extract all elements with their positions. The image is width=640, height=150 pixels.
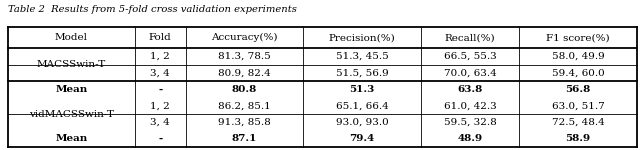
Text: 1, 2: 1, 2 [150,52,170,61]
Text: Mean: Mean [55,134,87,143]
Text: 72.5, 48.4: 72.5, 48.4 [552,118,604,127]
Text: 59.5, 32.8: 59.5, 32.8 [444,118,497,127]
Text: 48.9: 48.9 [458,134,483,143]
Text: Model: Model [55,33,88,42]
Text: 80.9, 82.4: 80.9, 82.4 [218,68,271,77]
Text: 56.8: 56.8 [565,85,591,94]
Text: 58.9: 58.9 [566,134,591,143]
Text: -: - [158,134,163,143]
Text: 87.1: 87.1 [232,134,257,143]
Text: 91.3, 85.8: 91.3, 85.8 [218,118,271,127]
Text: 63.0, 51.7: 63.0, 51.7 [552,101,604,110]
Text: Mean: Mean [55,85,87,94]
Text: 66.5, 55.3: 66.5, 55.3 [444,52,497,61]
Text: 86.2, 85.1: 86.2, 85.1 [218,101,271,110]
Text: 81.3, 78.5: 81.3, 78.5 [218,52,271,61]
Text: 51.5, 56.9: 51.5, 56.9 [335,68,388,77]
Text: 79.4: 79.4 [349,134,374,143]
Text: F1 score(%): F1 score(%) [546,33,610,42]
Text: 51.3, 45.5: 51.3, 45.5 [335,52,388,61]
Text: 93.0, 93.0: 93.0, 93.0 [335,118,388,127]
Text: 1, 2: 1, 2 [150,101,170,110]
Text: Precision(%): Precision(%) [328,33,396,42]
Text: Accuracy(%): Accuracy(%) [211,33,278,42]
Text: 61.0, 42.3: 61.0, 42.3 [444,101,497,110]
Text: vidMACSSwin-T: vidMACSSwin-T [29,110,114,118]
Text: -: - [158,85,163,94]
Text: 70.0, 63.4: 70.0, 63.4 [444,68,497,77]
Text: 59.4, 60.0: 59.4, 60.0 [552,68,604,77]
Text: 51.3: 51.3 [349,85,374,94]
Text: MACSSwin-T: MACSSwin-T [36,60,106,69]
Text: Fold: Fold [149,33,172,42]
Text: 80.8: 80.8 [232,85,257,94]
Text: 58.0, 49.9: 58.0, 49.9 [552,52,604,61]
Text: Recall(%): Recall(%) [445,33,495,42]
Text: Table 2  Results from 5-fold cross validation experiments: Table 2 Results from 5-fold cross valida… [8,4,296,14]
Text: 3, 4: 3, 4 [150,68,170,77]
Text: 63.8: 63.8 [458,85,483,94]
Text: 3, 4: 3, 4 [150,118,170,127]
Text: 65.1, 66.4: 65.1, 66.4 [335,101,388,110]
